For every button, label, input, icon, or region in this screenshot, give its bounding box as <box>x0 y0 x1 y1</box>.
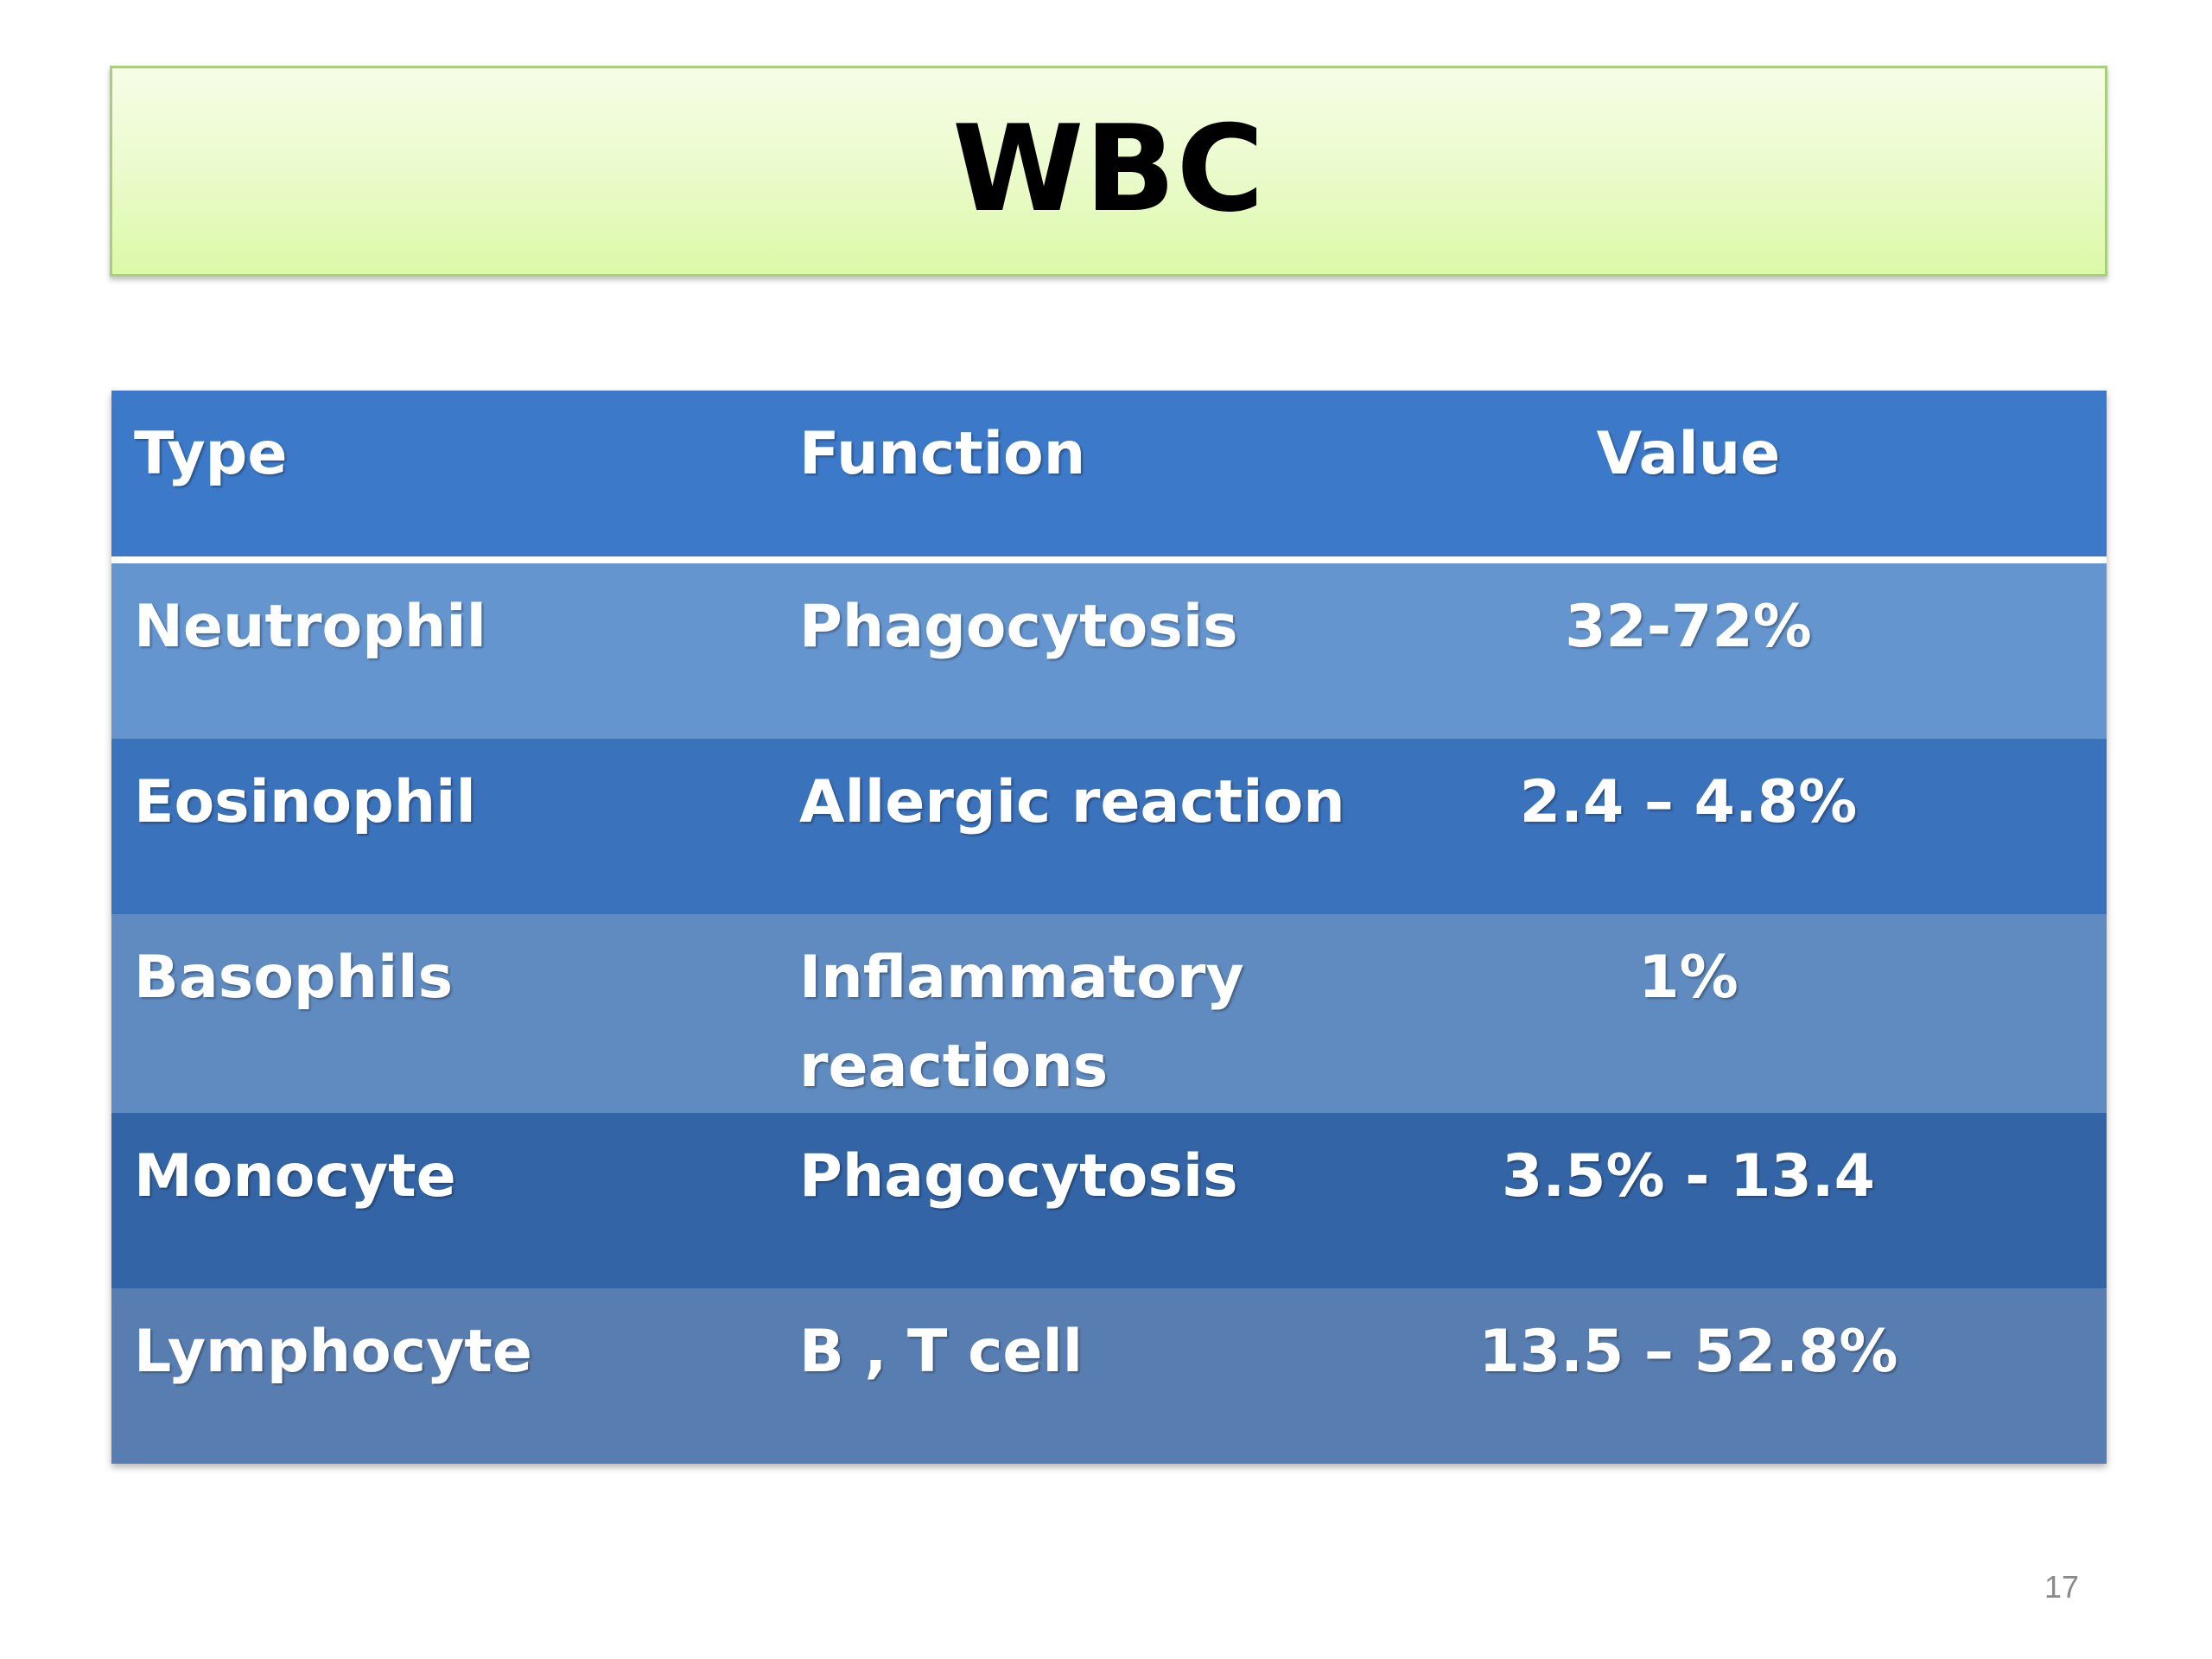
cell-type: Monocyte <box>134 1142 456 1211</box>
header-type: Type <box>134 420 288 488</box>
table-row: Basophils Inflammatory reactions 1% <box>111 914 2107 1113</box>
cell-function: Phagocytosis <box>799 593 1238 661</box>
header-function: Function <box>799 420 1086 488</box>
title-banner: WBC <box>110 66 2107 276</box>
slide-title: WBC <box>952 99 1265 238</box>
table-row: Lymphocyte B , T cell 13.5 – 52.8% <box>111 1288 2107 1464</box>
table-row: Neutrophil Phagocytosis 32-72% <box>111 563 2107 739</box>
cell-type: Neutrophil <box>134 593 486 661</box>
cell-function: Inflammatory reactions <box>799 944 1244 1101</box>
cell-function: Phagocytosis <box>799 1142 1238 1211</box>
cell-value: 2.4 – 4.8% <box>1519 768 1858 836</box>
cell-function: B , T cell <box>799 1318 1084 1386</box>
table-row: Eosinophil Allergic reaction 2.4 – 4.8% <box>111 739 2107 914</box>
cell-type: Lymphocyte <box>134 1318 532 1386</box>
wbc-table: Type Function Value Neutrophil Phagocyto… <box>111 391 2107 1464</box>
cell-type: Eosinophil <box>134 768 476 836</box>
cell-value: 13.5 – 52.8% <box>1478 1318 1898 1386</box>
cell-value: 3.5% - 13.4 <box>1502 1142 1875 1211</box>
cell-value: 32-72% <box>1565 593 1812 661</box>
cell-function: Allergic reaction <box>799 768 1345 836</box>
table-row: Monocyte Phagocytosis 3.5% - 13.4 <box>111 1113 2107 1288</box>
table-header-row: Type Function Value <box>111 391 2107 563</box>
page-number: 17 <box>2044 1569 2080 1605</box>
cell-type: Basophils <box>134 944 454 1012</box>
cell-value: 1% <box>1638 944 1738 1012</box>
header-value: Value <box>1596 420 1781 488</box>
